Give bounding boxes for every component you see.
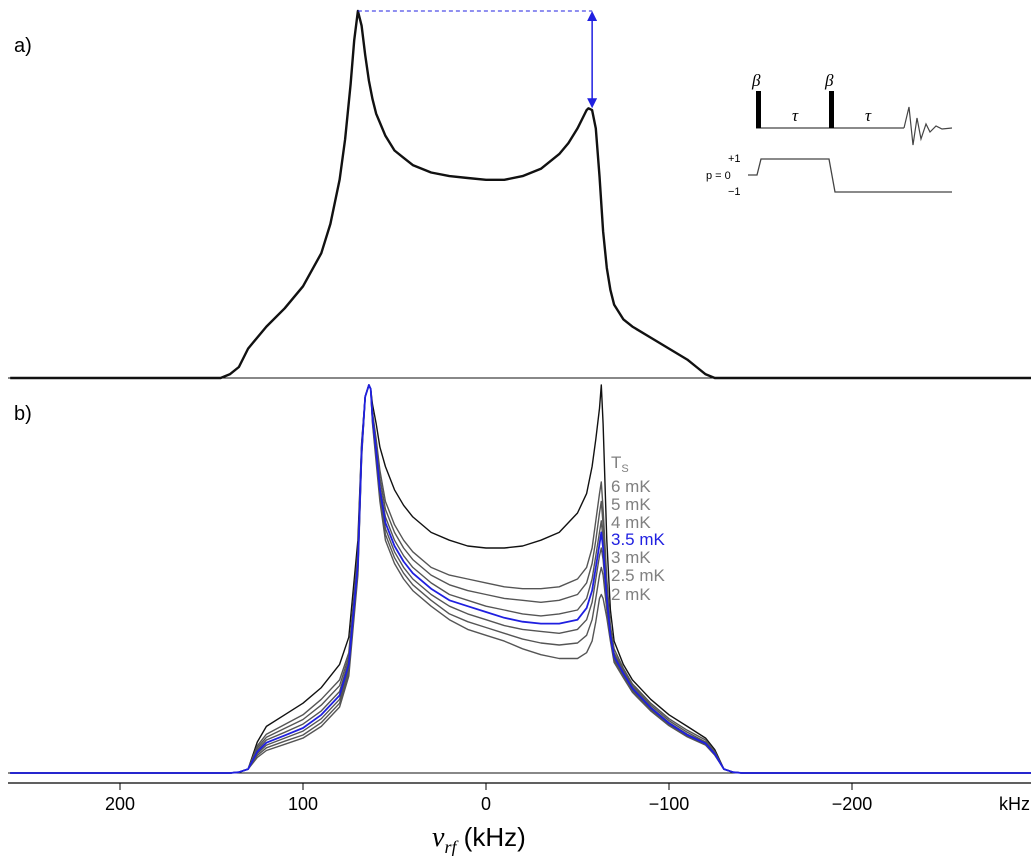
pulse-label-1: β bbox=[751, 71, 761, 90]
coherence-level-zero: p = 0 bbox=[706, 170, 731, 182]
x-tick-label-0: 0 bbox=[481, 794, 491, 814]
curve-label-5-mk: 5 mK bbox=[611, 495, 651, 514]
panel-b-curve-labels: TS 6 mK5 mK4 mK3.5 mK3 mK2.5 mK2 mK bbox=[611, 453, 666, 604]
fid-signal bbox=[903, 106, 953, 146]
curve-t-s bbox=[10, 384, 1031, 774]
pulse-label-2: β bbox=[824, 71, 834, 90]
x-tick-label-minus200: −200 bbox=[832, 794, 873, 814]
curve-4-mk bbox=[10, 384, 1031, 774]
curve-6-mk bbox=[10, 384, 1031, 774]
curve-2-mk bbox=[10, 384, 1031, 774]
panel-b-simulations: TS 6 mK5 mK4 mK3.5 mK3 mK2.5 mK2 mK bbox=[8, 384, 1031, 774]
coherence-level-minus1: −1 bbox=[728, 186, 741, 198]
arrow-head-up-icon bbox=[587, 11, 598, 21]
curve-label-3-5-mk: 3.5 mK bbox=[611, 530, 666, 549]
arrow-head-down-icon bbox=[587, 98, 598, 109]
x-axis-label: νrf (kHz) bbox=[432, 822, 526, 856]
coherence-pathway bbox=[748, 158, 952, 193]
curve-3-mk bbox=[10, 384, 1031, 774]
curve-label-2-mk: 2 mK bbox=[611, 585, 651, 604]
panel-b-curves bbox=[10, 384, 1031, 774]
x-tick-label-200: 200 bbox=[105, 794, 135, 814]
x-axis: 200 100 0 −100 −200 kHz νrf (kHz) bbox=[8, 782, 1031, 856]
curve-label-t-s: TS bbox=[611, 453, 629, 475]
curve-label-6-mk: 6 mK bbox=[611, 477, 651, 496]
panel-b-label: b) bbox=[14, 403, 32, 425]
curve-label-4-mk: 4 mK bbox=[611, 513, 651, 532]
panel-a-spectrum bbox=[8, 9, 1031, 380]
panel-a-label: a) bbox=[14, 35, 32, 57]
pulse-1 bbox=[756, 91, 761, 128]
delay-label-1: τ bbox=[792, 106, 799, 125]
delay-label-2: τ bbox=[865, 106, 872, 125]
pulse-2 bbox=[829, 91, 834, 128]
curve-label-3-mk: 3 mK bbox=[611, 548, 651, 567]
x-tick-label-100: 100 bbox=[288, 794, 318, 814]
curve-5-mk bbox=[10, 384, 1031, 774]
coherence-level-plus1: +1 bbox=[728, 153, 741, 165]
x-axis-unit: kHz bbox=[999, 794, 1030, 814]
curve-2-5-mk bbox=[10, 384, 1031, 774]
panel-a-spectrum-line bbox=[10, 9, 1031, 380]
x-axis-ticks: 200 100 0 −100 −200 bbox=[105, 783, 872, 814]
x-tick-label-minus100: −100 bbox=[649, 794, 690, 814]
pulse-sequence-diagram: β β τ τ +1 p = 0 −1 bbox=[706, 71, 953, 198]
curve-label-2-5-mk: 2.5 mK bbox=[611, 566, 666, 585]
curve-3-5-mk bbox=[10, 384, 1031, 774]
